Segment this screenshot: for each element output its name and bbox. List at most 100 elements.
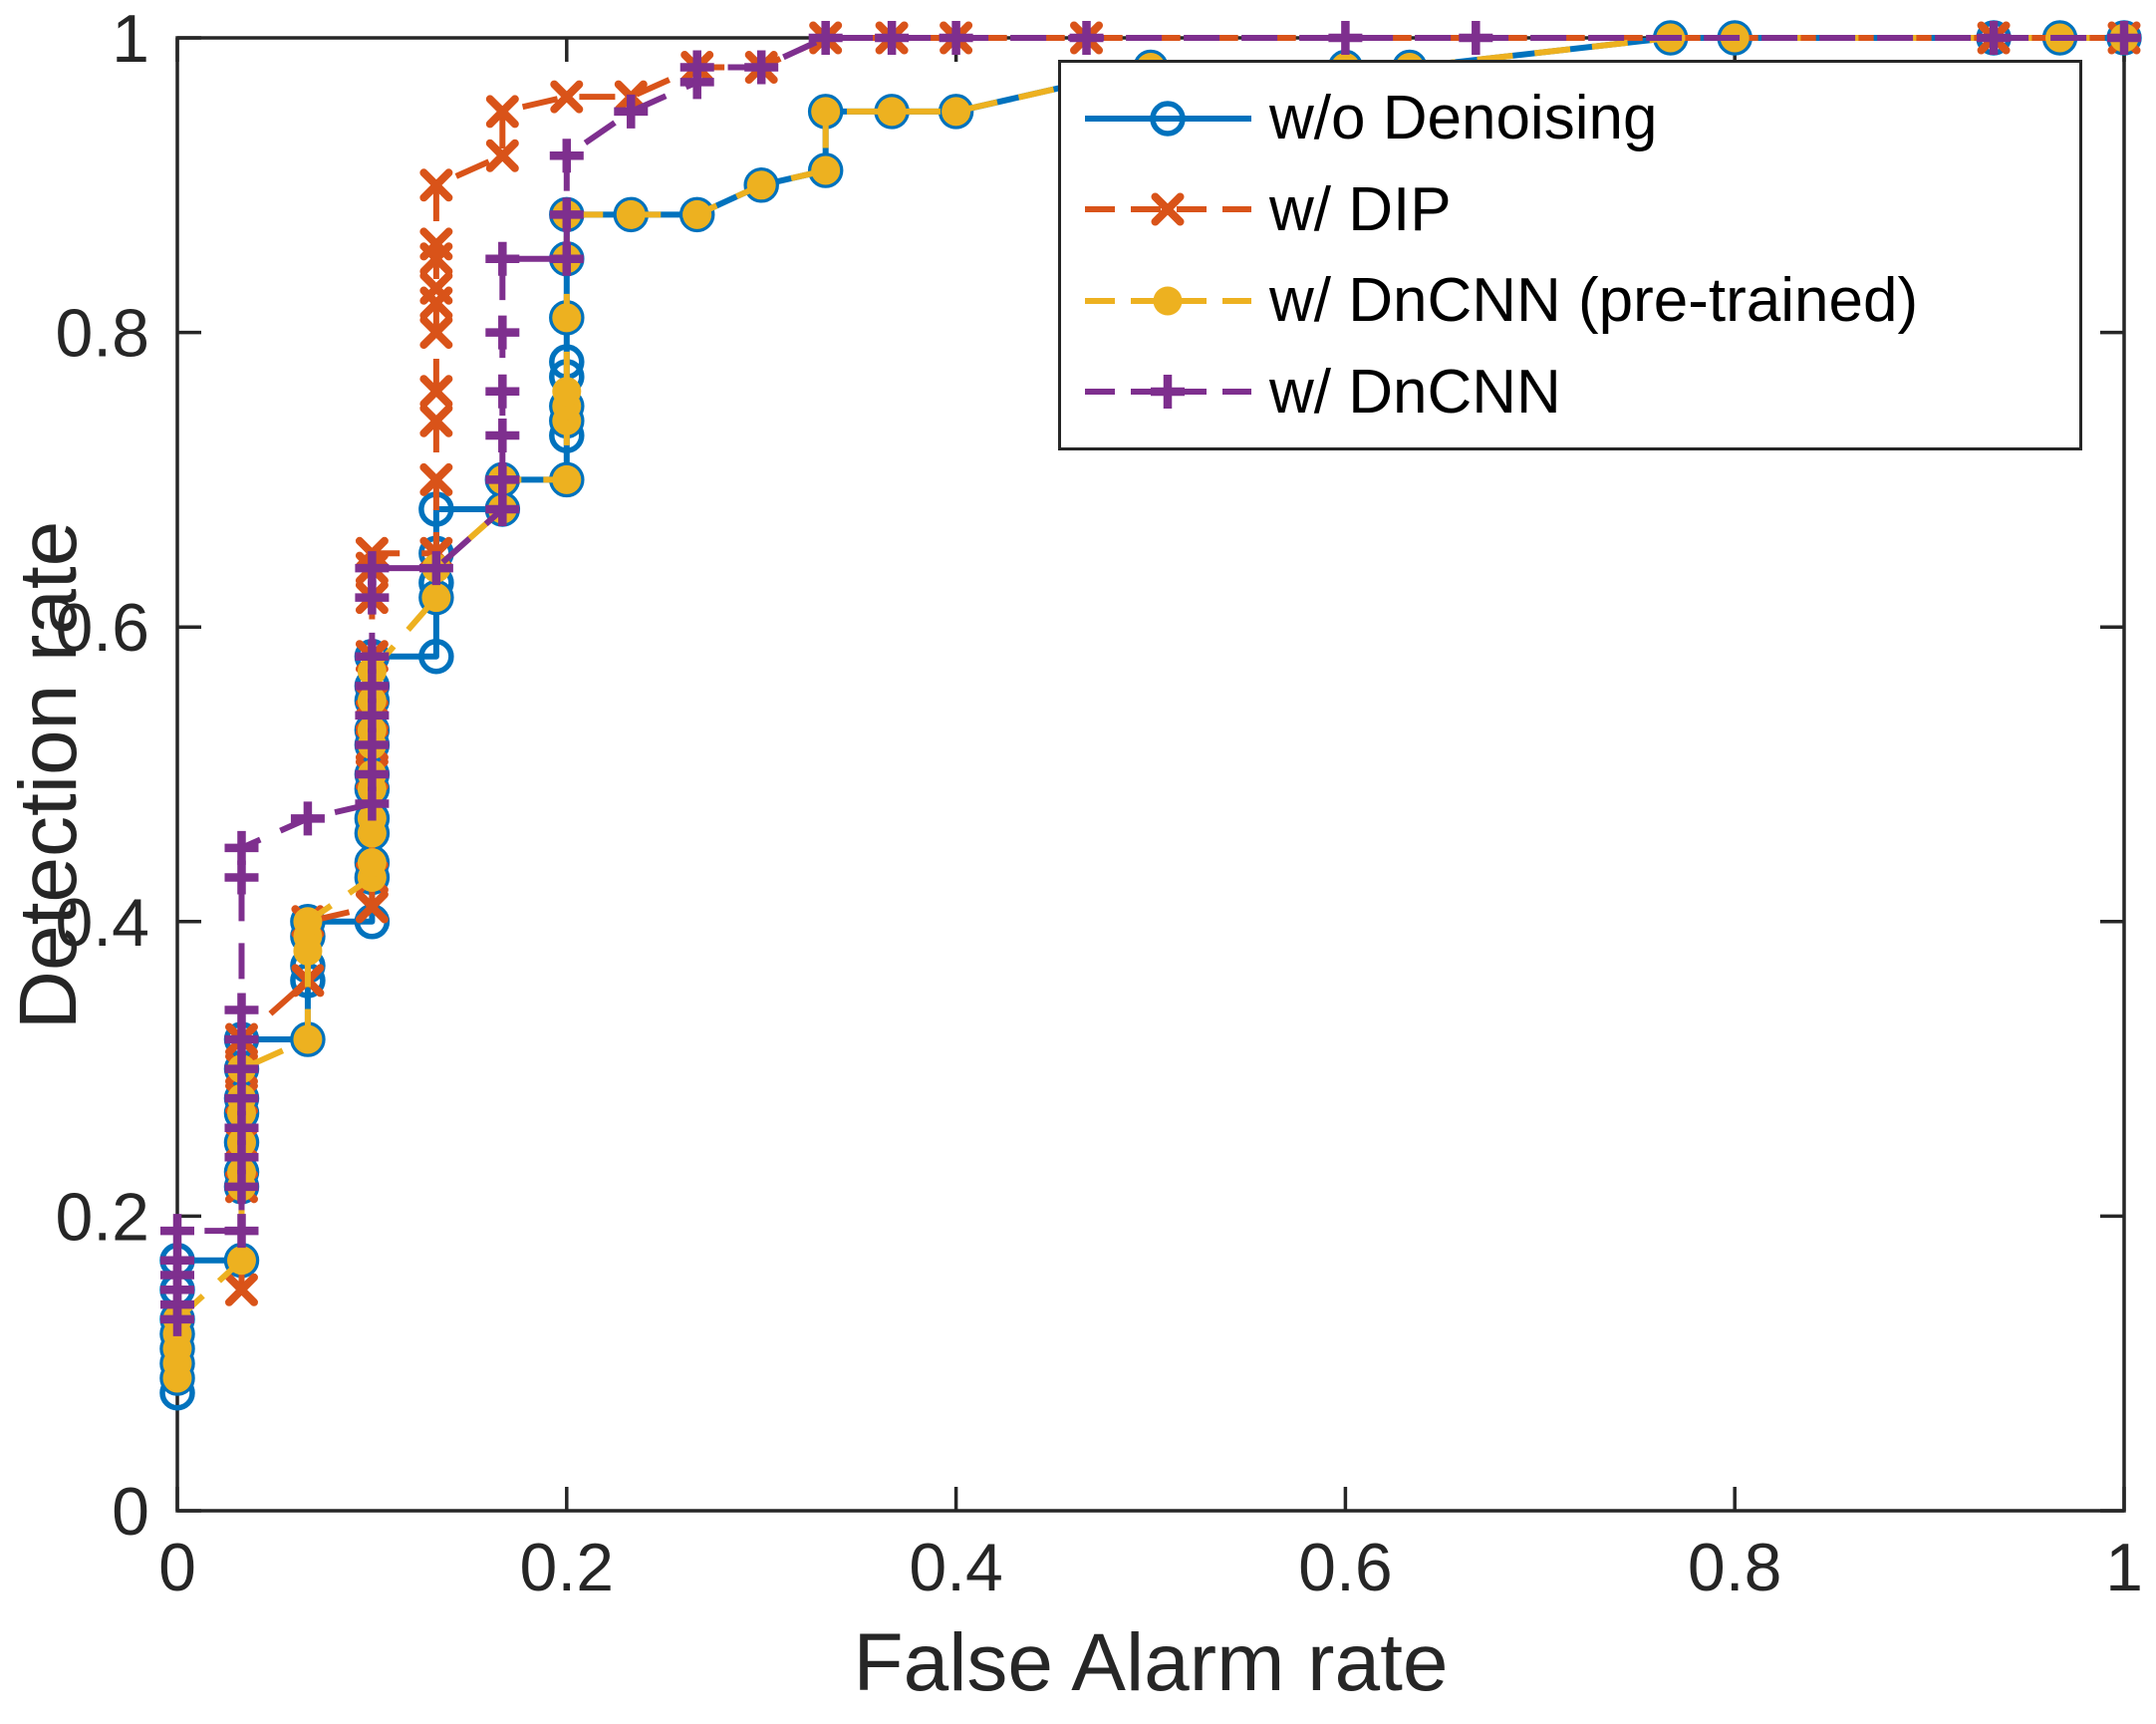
plus-marker <box>224 1081 259 1116</box>
circle-filled-marker <box>552 377 582 407</box>
circle-filled-marker <box>552 303 582 333</box>
circle-open-marker <box>678 196 715 233</box>
legend-label: w/ DnCNN <box>1269 357 1561 427</box>
circle-filled-marker <box>293 907 323 937</box>
plus-marker <box>224 1051 259 1086</box>
x-marker <box>419 462 453 496</box>
y-axis-label: Detection rate <box>3 520 94 1030</box>
plus-marker <box>808 21 843 55</box>
plus-marker <box>549 139 584 173</box>
y-tick-label: 0.2 <box>55 1179 149 1255</box>
plus-marker <box>744 50 779 85</box>
plus-marker <box>485 315 520 350</box>
circle-filled-marker <box>357 848 387 878</box>
x-axis-label: False Alarm rate <box>853 1617 1449 1708</box>
plus-marker <box>224 1214 259 1249</box>
legend-line-sample <box>1085 286 1251 316</box>
plus-marker <box>355 786 390 821</box>
plus-marker <box>614 94 649 129</box>
x-marker <box>419 404 453 437</box>
plus-marker <box>160 1243 194 1278</box>
circle-filled-marker <box>421 583 451 613</box>
y-tick-label: 1 <box>112 1 149 77</box>
plus-marker <box>224 1169 259 1204</box>
x-marker <box>1151 192 1185 226</box>
series-w-dncnn <box>160 21 2141 1336</box>
y-tick-label: 0.4 <box>55 885 149 961</box>
x-marker <box>419 227 453 261</box>
x-marker <box>419 271 453 305</box>
legend-label: w/o Denoising <box>1269 84 1658 153</box>
plus-marker <box>355 639 390 674</box>
circle-filled-marker <box>811 155 841 185</box>
circle-filled-marker <box>552 464 582 494</box>
plus-marker <box>939 21 973 55</box>
y-tick-label: 0.6 <box>55 590 149 666</box>
plus-marker <box>679 50 714 85</box>
legend-item: w/ DIP <box>1081 173 2069 245</box>
plus-marker <box>355 580 390 615</box>
x-marker <box>419 316 453 350</box>
legend-item: w/ DnCNN (pre-trained) <box>1081 265 2069 337</box>
circle-filled-marker <box>746 170 776 200</box>
plus-marker <box>290 801 325 836</box>
plus-marker <box>1977 21 2012 55</box>
x-marker <box>419 375 453 409</box>
plus-marker <box>224 860 259 895</box>
circle-filled-marker <box>293 1024 323 1054</box>
circle-open-marker <box>418 639 454 675</box>
circle-filled-marker <box>226 1246 256 1276</box>
circle-open-marker <box>938 94 974 130</box>
circle-open-marker <box>1150 101 1186 137</box>
plus-marker <box>1151 375 1185 410</box>
circle-filled-marker <box>942 97 971 127</box>
x-tick-label: 0.2 <box>520 1530 615 1605</box>
plus-marker <box>224 1140 259 1175</box>
plus-marker <box>485 462 520 497</box>
plus-marker <box>1069 21 1104 55</box>
circle-filled-marker <box>811 97 841 127</box>
x-tick-label: 0.8 <box>1688 1530 1782 1605</box>
legend-label: w/ DnCNN (pre-trained) <box>1269 266 1919 336</box>
plus-marker <box>418 551 453 586</box>
circle-open-marker <box>743 167 779 203</box>
legend-item: w/ DnCNN <box>1081 356 2069 428</box>
circle-open-marker <box>807 152 844 188</box>
legend-item: w/o Denoising <box>1081 83 2069 154</box>
legend-line-sample <box>1085 375 1251 410</box>
circle-filled-marker <box>877 97 907 127</box>
x-marker <box>485 95 519 129</box>
plus-marker <box>355 669 390 704</box>
plus-marker <box>224 1110 259 1145</box>
plus-marker <box>549 197 584 232</box>
plus-marker <box>355 551 390 586</box>
plus-marker <box>160 1214 194 1249</box>
circle-filled-marker <box>616 199 646 229</box>
plus-marker <box>355 727 390 762</box>
circle-filled-marker <box>1153 286 1183 316</box>
circle-filled-marker <box>682 199 712 229</box>
plus-marker <box>485 491 520 526</box>
plus-marker <box>355 698 390 732</box>
x-tick-label: 0.6 <box>1298 1530 1393 1605</box>
x-marker <box>224 1273 258 1306</box>
x-tick-label: 0.4 <box>909 1530 1003 1605</box>
legend-line-sample <box>1085 101 1251 137</box>
y-tick-label: 0.8 <box>55 296 149 372</box>
plus-marker <box>224 830 259 865</box>
plus-marker <box>1328 21 1363 55</box>
legend-label: w/ DIP <box>1269 174 1452 244</box>
plus-marker <box>2107 21 2141 55</box>
plus-marker <box>355 757 390 791</box>
x-marker <box>355 890 389 924</box>
plus-marker <box>485 374 520 409</box>
x-marker <box>485 139 519 172</box>
x-marker <box>419 168 453 202</box>
plus-marker <box>485 241 520 276</box>
y-tick-label: 0 <box>112 1474 149 1550</box>
plus-marker <box>224 1022 259 1057</box>
x-tick-label: 1 <box>2105 1530 2143 1605</box>
x-marker <box>550 80 584 114</box>
plus-marker <box>1459 21 1493 55</box>
x-tick-label: 0 <box>158 1530 196 1605</box>
